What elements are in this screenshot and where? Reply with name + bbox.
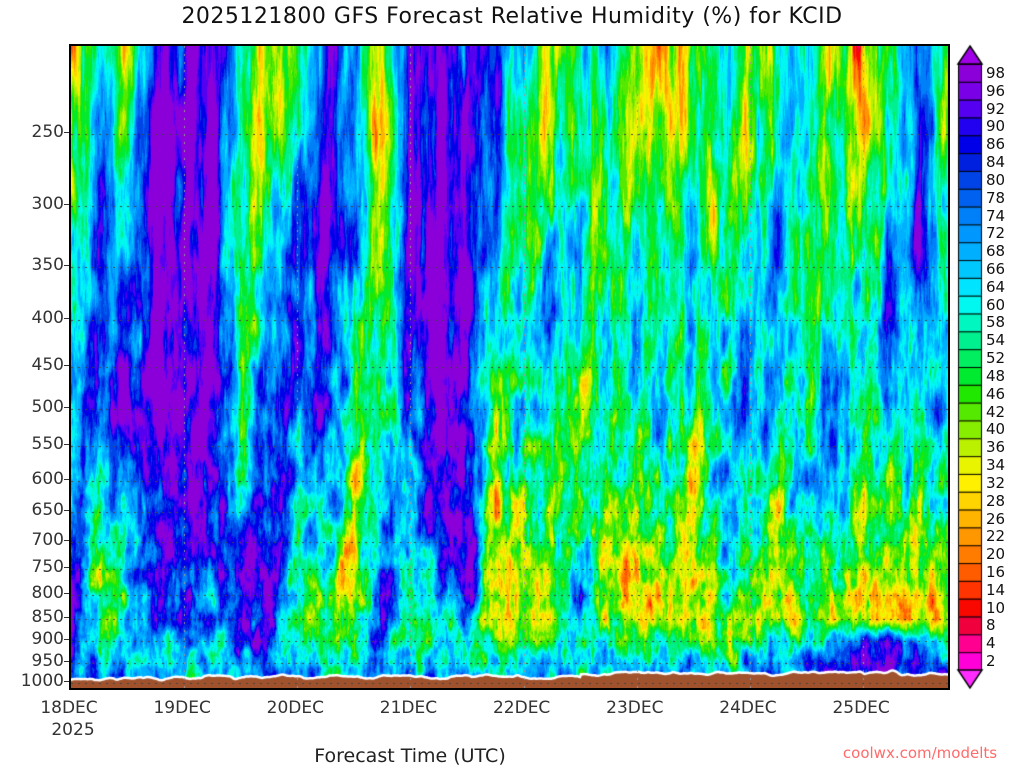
- colorbar-tick-label: 68: [986, 242, 1006, 261]
- x-axis-tick-label: 24DEC: [719, 698, 777, 718]
- colorbar-tick-label: 96: [986, 81, 1006, 100]
- y-axis-tick-label: 450: [31, 354, 64, 375]
- x-axis-tick-label: 23DEC: [606, 698, 664, 718]
- y-axis-tick-label: 250: [31, 122, 64, 143]
- x-axis-tick-label: 22DEC: [492, 698, 551, 718]
- colorbar-tick-label: 42: [986, 402, 1006, 421]
- colorbar-tick-label: 48: [986, 366, 1006, 385]
- colorbar-tick-label: 90: [986, 117, 1006, 136]
- x-axis-tick-label: 20DEC: [266, 698, 324, 718]
- y-axis-tick-mark: [64, 444, 69, 446]
- y-axis-tick-mark: [64, 364, 69, 366]
- y-axis-tick-label: 750: [31, 557, 64, 578]
- y-axis-tick-mark: [64, 592, 69, 594]
- y-axis-tick-mark: [64, 639, 69, 641]
- y-axis-tick-label: 550: [31, 434, 64, 455]
- y-axis-tick-label: 650: [31, 500, 64, 521]
- colorbar: 98 96 92 90 86 84 80 78 74 72 68 66 64 60 58 54 52 48 46 42…: [956, 44, 1020, 690]
- y-axis-tick-label: 600: [31, 468, 64, 489]
- page-title: 2025121800 GFS Forecast Relative Humidit…: [181, 4, 843, 29]
- colorbar-tick-label: 80: [986, 170, 1006, 189]
- colorbar-tick-label: 10: [986, 598, 1006, 617]
- x-axis-year-label: 2025: [51, 720, 95, 740]
- watermark: coolwx.com/modelts: [842, 744, 998, 762]
- colorbar-tick-label: 58: [986, 313, 1006, 332]
- colorbar-tick-label: 28: [986, 491, 1006, 510]
- colorbar-tick-label: 46: [986, 384, 1006, 403]
- colorbar-tick-label: 72: [986, 224, 1006, 243]
- y-axis-tick-mark: [64, 660, 69, 662]
- colorbar-tick-label: 40: [986, 420, 1006, 439]
- colorbar-swatches: [956, 44, 1020, 690]
- y-axis-tick-mark: [64, 567, 69, 569]
- x-axis-tick-label: 19DEC: [153, 698, 211, 718]
- x-axis-tick-label: 18DEC: [40, 698, 98, 718]
- y-axis-tick-label: 300: [31, 194, 64, 215]
- y-axis-tick-mark: [64, 680, 69, 682]
- colorbar-tick-label: 14: [986, 580, 1006, 599]
- colorbar-tick-label: 16: [986, 562, 1006, 581]
- colorbar-tick-label: 2: [986, 652, 996, 671]
- y-axis-tick-mark: [64, 204, 69, 206]
- y-axis-tick-label: 700: [31, 529, 64, 550]
- x-axis-tick-label: 21DEC: [379, 698, 438, 718]
- y-axis-tick-label: 800: [31, 582, 64, 603]
- colorbar-tick-label: 84: [986, 153, 1006, 172]
- y-axis-tick-mark: [64, 478, 69, 480]
- y-axis-tick-mark: [64, 132, 69, 134]
- y-axis-tick-mark: [64, 406, 69, 408]
- colorbar-tick-label: 34: [986, 456, 1006, 475]
- colorbar-tick-label: 86: [986, 135, 1006, 154]
- colorbar-tick-label: 78: [986, 188, 1006, 207]
- colorbar-tick-label: 4: [986, 634, 996, 653]
- colorbar-tick-label: 60: [986, 295, 1006, 314]
- colorbar-tick-label: 52: [986, 349, 1006, 368]
- y-axis-tick-label: 1000: [20, 670, 64, 691]
- colorbar-tick-label: 26: [986, 509, 1006, 528]
- x-axis-tick-label: 25DEC: [832, 698, 890, 718]
- grid-lines: [71, 46, 948, 688]
- colorbar-tick-label: 74: [986, 206, 1006, 225]
- y-axis-tick-label: 900: [31, 629, 64, 650]
- x-axis-title: Forecast Time (UTC): [314, 745, 506, 767]
- y-axis-tick-mark: [64, 318, 69, 320]
- y-axis-tick-label: 950: [31, 650, 64, 671]
- colorbar-tick-label: 32: [986, 473, 1006, 492]
- colorbar-tick-label: 36: [986, 438, 1006, 457]
- y-axis-tick-label: 500: [31, 396, 64, 417]
- y-axis-tick-mark: [64, 265, 69, 267]
- colorbar-tick-label: 8: [986, 616, 996, 635]
- y-axis-tick-mark: [64, 539, 69, 541]
- y-axis-tick-label: 400: [31, 308, 64, 329]
- y-axis-tick-label: 350: [31, 255, 64, 276]
- y-axis-tick-label: 850: [31, 606, 64, 627]
- colorbar-tick-label: 64: [986, 277, 1006, 296]
- y-axis-tick-mark: [64, 616, 69, 618]
- y-axis: 250 300 350 400 450 500 550 600 650 700 750 800 850 9…: [0, 44, 69, 691]
- colorbar-tick-label: 22: [986, 527, 1006, 546]
- colorbar-tick-label: 20: [986, 545, 1006, 564]
- colorbar-tick-label: 54: [986, 331, 1006, 350]
- colorbar-tick-label: 66: [986, 259, 1006, 278]
- colorbar-tick-label: 92: [986, 99, 1006, 118]
- plot-area: [69, 44, 950, 690]
- colorbar-tick-label: 98: [986, 63, 1006, 82]
- y-axis-tick-mark: [64, 510, 69, 512]
